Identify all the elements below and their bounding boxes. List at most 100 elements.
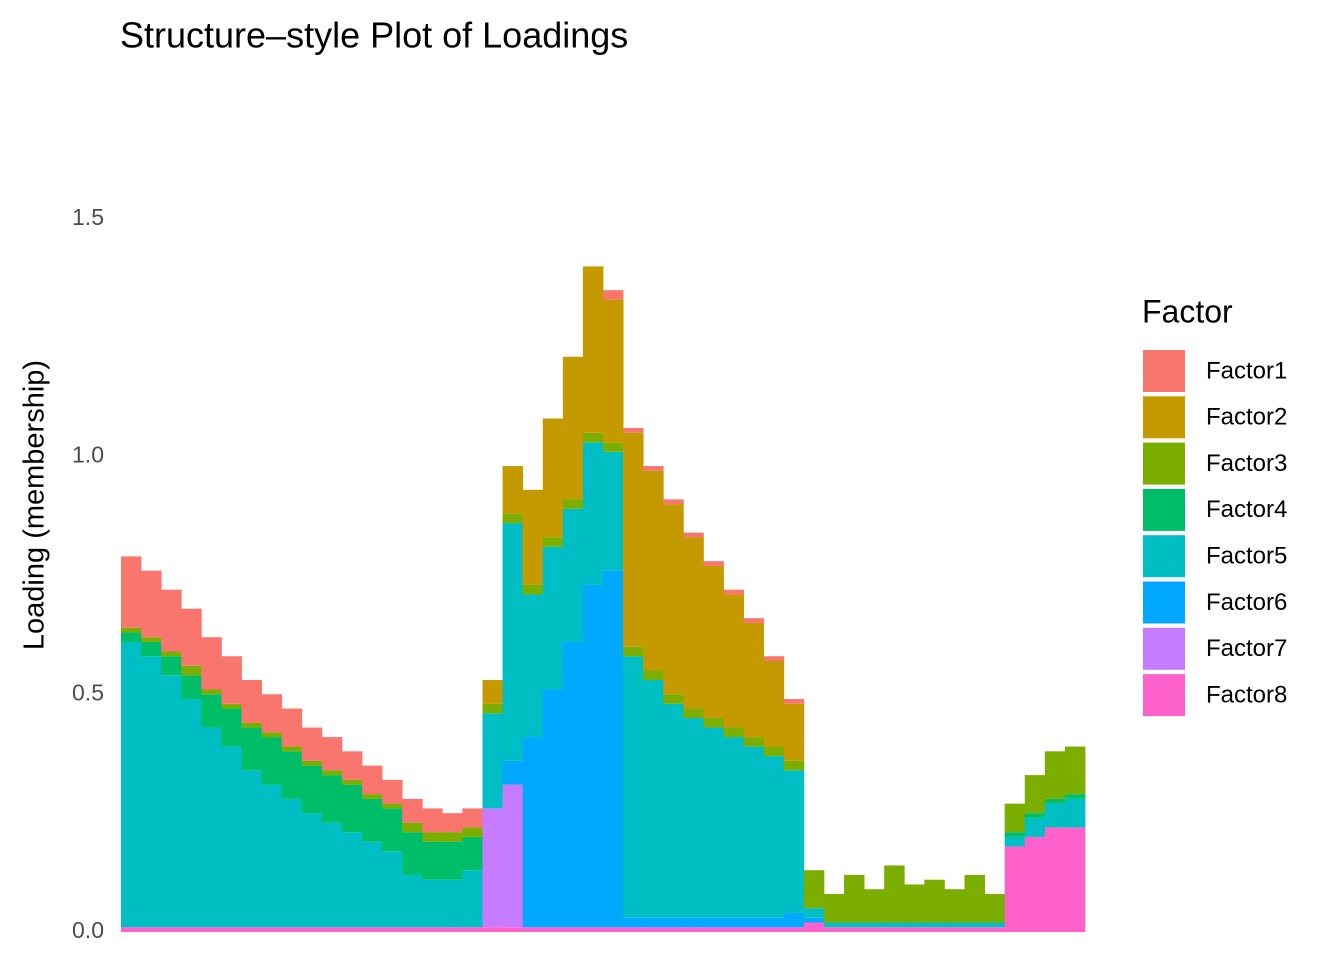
- bar-segment: [341, 751, 363, 780]
- bar-segment: [763, 746, 785, 757]
- bar-segment: [341, 779, 363, 785]
- bar-segment: [301, 727, 323, 761]
- bar-segment: [181, 665, 202, 676]
- bar-segment: [743, 746, 765, 918]
- bar-segment: [261, 737, 283, 785]
- bar-segment: [542, 689, 564, 928]
- bar-segment: [783, 760, 805, 771]
- bar-segment: [281, 798, 303, 928]
- bar-segment: [522, 489, 544, 585]
- bar-segment: [542, 418, 564, 538]
- bar-segment: [603, 570, 624, 928]
- bar-segment: [482, 808, 503, 928]
- bar-segment: [924, 922, 945, 928]
- bar-segment: [683, 532, 704, 538]
- bar-segment: [904, 922, 925, 928]
- bar-segment: [663, 917, 684, 928]
- bar-segment: [743, 737, 765, 747]
- bar-segment: [1064, 746, 1086, 795]
- bar-segment: [562, 641, 584, 928]
- bar-segment: [643, 466, 664, 471]
- bar-segment: [402, 822, 423, 833]
- bar-segment: [924, 879, 945, 923]
- bar-segment: [944, 889, 965, 923]
- bar-segment: [643, 917, 664, 928]
- bar-segment: [261, 784, 283, 928]
- bar-segment: [1004, 836, 1026, 847]
- bar-segment: [703, 561, 724, 566]
- bar-segment: [462, 927, 483, 932]
- bar-segment: [703, 927, 724, 932]
- bar-segment: [522, 594, 544, 738]
- bar-segment: [783, 699, 805, 704]
- bar-segment: [1024, 836, 1046, 932]
- bar-segment: [201, 927, 222, 932]
- bar-segment: [1044, 751, 1066, 799]
- bar-segment: [301, 927, 323, 932]
- bar-segment: [161, 675, 182, 928]
- bar-segment: [984, 927, 1006, 932]
- y-tick-label: 0.5: [72, 679, 104, 705]
- bar-segment: [141, 656, 162, 928]
- bar-segment: [884, 927, 905, 932]
- bar-segment: [703, 727, 724, 918]
- bar-segment: [121, 927, 142, 932]
- bar-segment: [281, 751, 303, 799]
- bar-segment: [422, 808, 443, 833]
- bar-segment: [261, 694, 283, 733]
- bar-segment: [341, 784, 363, 833]
- bar-segment: [964, 874, 985, 923]
- bar-segment: [723, 737, 744, 918]
- bar-segment: [823, 893, 845, 923]
- bar-segment: [643, 470, 664, 671]
- bar-segment: [623, 432, 644, 647]
- bar-segment: [582, 432, 604, 443]
- bar-segment: [864, 889, 885, 923]
- bar-segment: [904, 884, 925, 923]
- bar-segment: [362, 927, 383, 932]
- bar-segment: [904, 927, 925, 932]
- bar-segment: [723, 917, 744, 928]
- bar-segment: [1024, 775, 1046, 814]
- bar-segment: [643, 680, 664, 918]
- bar-segment: [442, 813, 463, 833]
- bar-segment: [442, 879, 463, 928]
- bar-segment: [321, 822, 343, 928]
- y-tick-label: 0.0: [72, 917, 104, 943]
- legend-label: Factor4: [1206, 496, 1287, 523]
- bar-segment: [683, 718, 704, 918]
- bar-segment: [823, 922, 845, 928]
- bar-segment: [603, 299, 624, 443]
- bar-segment: [321, 737, 343, 771]
- bar-segment: [362, 841, 383, 928]
- legend-label: Factor6: [1206, 589, 1287, 616]
- bar-segment: [623, 646, 644, 657]
- legend-label: Factor3: [1206, 450, 1287, 477]
- bar-segment: [422, 927, 443, 932]
- bar-segment: [121, 641, 142, 928]
- bar-segment: [462, 870, 483, 928]
- bar-segment: [703, 917, 724, 928]
- bar-segment: [643, 670, 664, 681]
- bar-segment: [763, 756, 785, 918]
- bar-segment: [743, 622, 765, 738]
- bar-segment: [522, 584, 544, 595]
- bar-segment: [844, 927, 865, 932]
- bar-segment: [482, 713, 503, 809]
- bar-segment: [402, 798, 423, 823]
- bar-segment: [542, 537, 564, 547]
- bar-segment: [623, 927, 644, 932]
- bar-segment: [382, 927, 403, 932]
- bar-segment: [442, 832, 463, 842]
- bar-segment: [241, 770, 262, 928]
- legend-title: Factor: [1142, 293, 1233, 329]
- bar-segment: [723, 927, 744, 932]
- bar-segment: [402, 874, 423, 928]
- bar-segment: [462, 836, 483, 871]
- bar-segment: [341, 832, 363, 928]
- bar-segment: [181, 699, 202, 928]
- bar-segment: [1064, 798, 1086, 828]
- bar-segment: [121, 627, 142, 633]
- bar-segment: [201, 637, 222, 690]
